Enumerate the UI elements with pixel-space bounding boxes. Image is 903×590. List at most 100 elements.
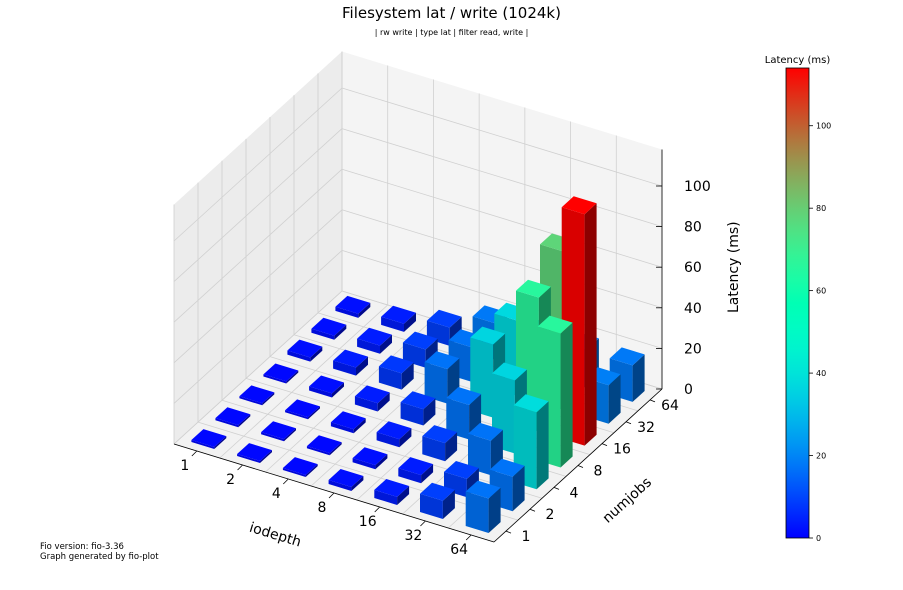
y-tick-label: 32	[637, 420, 655, 436]
bar-side-face	[632, 354, 645, 402]
left-grid-line	[173, 209, 343, 364]
bar-top-face	[261, 421, 296, 440]
bar	[306, 435, 342, 456]
y-tick	[577, 465, 584, 468]
bar-top-face	[609, 347, 645, 366]
bar-side-face	[536, 401, 549, 490]
bar-front-face	[446, 398, 470, 440]
y-tick	[529, 508, 536, 512]
bar-top-face	[239, 385, 275, 404]
bar-front-face	[357, 338, 380, 354]
floor-grid-line	[221, 399, 543, 499]
bar-side-face	[608, 374, 621, 424]
bar-top-face	[381, 305, 416, 324]
bar	[333, 349, 368, 376]
bar-front-face	[263, 374, 287, 384]
bar-top-face	[513, 394, 549, 413]
x-tick-label: 8	[318, 500, 327, 516]
back-grid-line	[341, 87, 663, 187]
bar-front-face	[381, 316, 404, 332]
x-tick-label: 64	[450, 542, 468, 558]
floor-grid-line	[197, 421, 519, 521]
bar-front-face	[328, 480, 352, 491]
colorbar-tick-label: 100	[816, 122, 831, 131]
bar-front-face	[191, 440, 215, 449]
bar-top-face	[215, 407, 251, 426]
bar-side-face	[399, 428, 412, 448]
bar-front-face	[309, 386, 332, 398]
back-grid-line	[341, 128, 663, 227]
z-tick-label: 80	[684, 220, 702, 236]
y-tick-label: 8	[594, 464, 603, 480]
bar-front-face	[354, 396, 378, 412]
bar-front-face	[285, 410, 308, 420]
y-tick	[553, 486, 560, 490]
bar-front-face	[237, 454, 260, 463]
bar-front-face	[215, 418, 239, 428]
y-tick	[649, 399, 656, 403]
bar-side-face	[334, 324, 347, 340]
x-tick	[328, 492, 335, 499]
bar-front-face	[400, 402, 424, 426]
bar	[311, 317, 347, 340]
bar	[489, 458, 525, 512]
bar	[239, 385, 275, 406]
y-axis-label: numjobs	[600, 474, 655, 526]
bar-front-face	[311, 328, 335, 340]
bar-front-face	[287, 350, 311, 362]
bar	[237, 443, 272, 463]
y-tick	[505, 530, 512, 534]
bar-side-face	[238, 414, 251, 428]
bar-front-face	[333, 360, 356, 376]
bar-side-face	[214, 436, 227, 449]
left-grid-line	[173, 128, 343, 282]
bar-front-face	[424, 362, 448, 404]
bar	[561, 196, 597, 446]
colorbar: Latency (ms) 0 20 40 60 80 100	[765, 55, 832, 543]
bar	[400, 391, 436, 426]
z-tick-label: 100	[684, 179, 711, 195]
x-tick	[374, 506, 380, 513]
bar	[357, 327, 392, 354]
z-tick-label: 20	[684, 341, 702, 357]
bar-side-face	[308, 406, 320, 420]
z-tick-label: 40	[684, 301, 702, 317]
bar-top-face	[311, 317, 347, 336]
bar-top-face	[470, 326, 506, 345]
bar-side-face	[351, 476, 364, 491]
bar	[398, 457, 434, 484]
bar-side-face	[332, 382, 344, 398]
bar-top-face	[306, 435, 342, 454]
bar-side-face	[445, 432, 458, 462]
bar	[374, 479, 410, 505]
bar-side-face	[377, 392, 390, 412]
bar-top-face	[237, 443, 272, 461]
bar-side-face	[262, 392, 275, 406]
bar-top-face	[424, 351, 460, 370]
bar-top-face	[328, 469, 364, 487]
y-tick-label: 64	[661, 398, 679, 414]
bar-top-face	[282, 457, 318, 475]
x-tick	[465, 534, 472, 541]
bar-top-face	[402, 331, 438, 350]
chart-title: Filesystem lat / write (1024k)	[342, 4, 561, 22]
bar-side-face	[584, 203, 597, 446]
colorbar-tick-label: 40	[816, 369, 826, 378]
bar-top-face	[354, 385, 390, 404]
colorbar-tick-label: 20	[816, 452, 826, 461]
bar-side-face	[401, 362, 414, 390]
colorbar-gradient	[785, 67, 810, 539]
x-tick-label: 2	[226, 472, 235, 488]
bar-top-face	[489, 458, 525, 477]
bar-side-face	[375, 454, 388, 470]
bar	[335, 295, 371, 318]
x-tick	[237, 464, 243, 471]
bar	[282, 457, 318, 477]
bar-side-face	[356, 356, 368, 376]
bar-side-face	[305, 464, 318, 477]
bar-front-face	[282, 468, 306, 477]
y-tick-label: 2	[546, 507, 555, 523]
bar	[381, 305, 416, 332]
colorbar-tick-label: 60	[816, 287, 826, 296]
bar-top-face	[465, 480, 501, 499]
